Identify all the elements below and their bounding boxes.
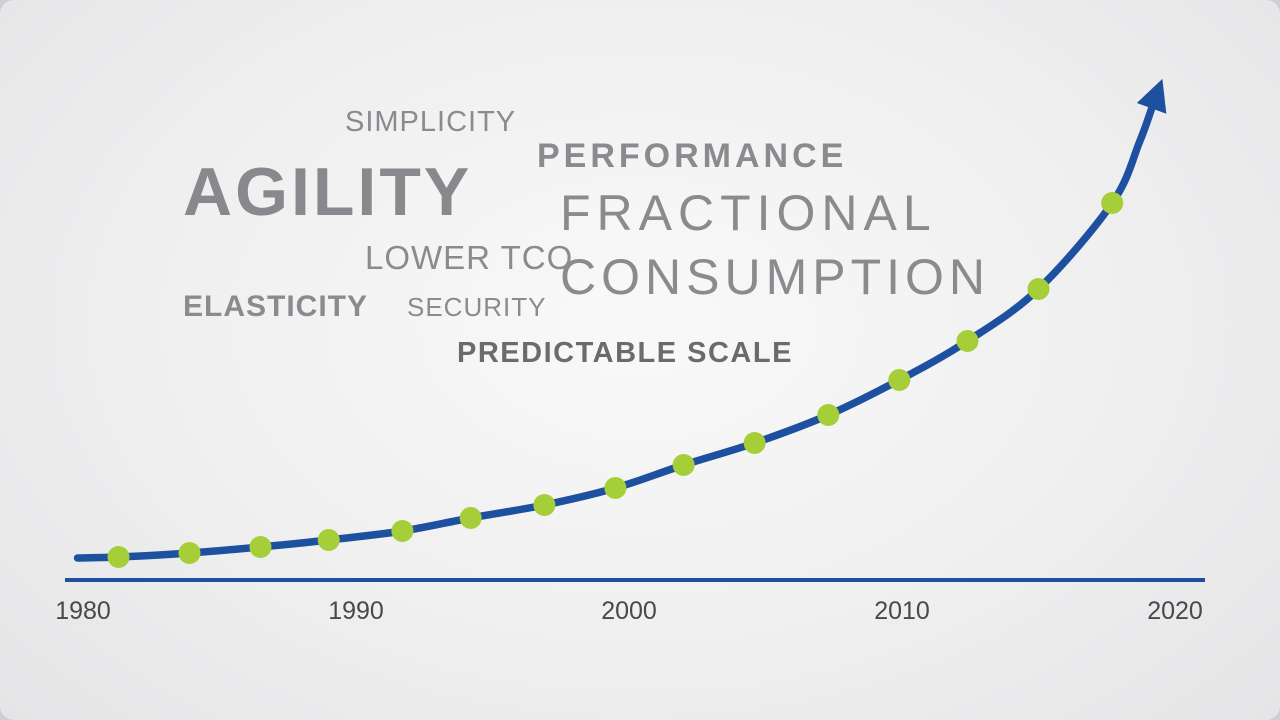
curve-dot xyxy=(604,477,627,499)
curve-dot xyxy=(178,542,201,564)
keyword-lower-tco: LOWER TCO xyxy=(365,239,574,276)
keyword-simplicity: SIMPLICITY xyxy=(345,106,517,138)
curve-dot xyxy=(743,432,766,454)
curve-dot xyxy=(817,404,840,426)
curve-dot xyxy=(459,507,482,529)
keyword-fractional: FRACTIONAL xyxy=(560,185,937,241)
x-axis-label-2010: 2010 xyxy=(874,597,930,625)
keyword-elasticity: ELASTICITY xyxy=(183,290,369,323)
curve-dot xyxy=(888,369,911,391)
curve-dot xyxy=(1027,278,1050,300)
keyword-agility: AGILITY xyxy=(183,154,473,230)
curve-dot xyxy=(317,529,340,551)
curve-dot xyxy=(956,330,979,352)
x-axis-label-2020: 2020 xyxy=(1147,597,1203,625)
curve-dot xyxy=(533,494,556,516)
keyword-consumption: CONSUMPTION xyxy=(560,249,990,305)
x-axis-label-1990: 1990 xyxy=(328,597,384,625)
curve-dot xyxy=(107,546,130,568)
curve-dot xyxy=(1101,192,1124,214)
x-axis-label-2000: 2000 xyxy=(601,597,657,625)
keyword-predictable-scale: PREDICTABLE SCALE xyxy=(457,337,793,369)
curve-dot xyxy=(391,520,414,542)
x-axis-label-1980: 1980 xyxy=(55,597,111,625)
keyword-performance: PERFORMANCE xyxy=(537,137,848,175)
curve-dot xyxy=(672,454,695,476)
curve-dot xyxy=(249,536,272,558)
keyword-security: SECURITY xyxy=(407,292,547,322)
